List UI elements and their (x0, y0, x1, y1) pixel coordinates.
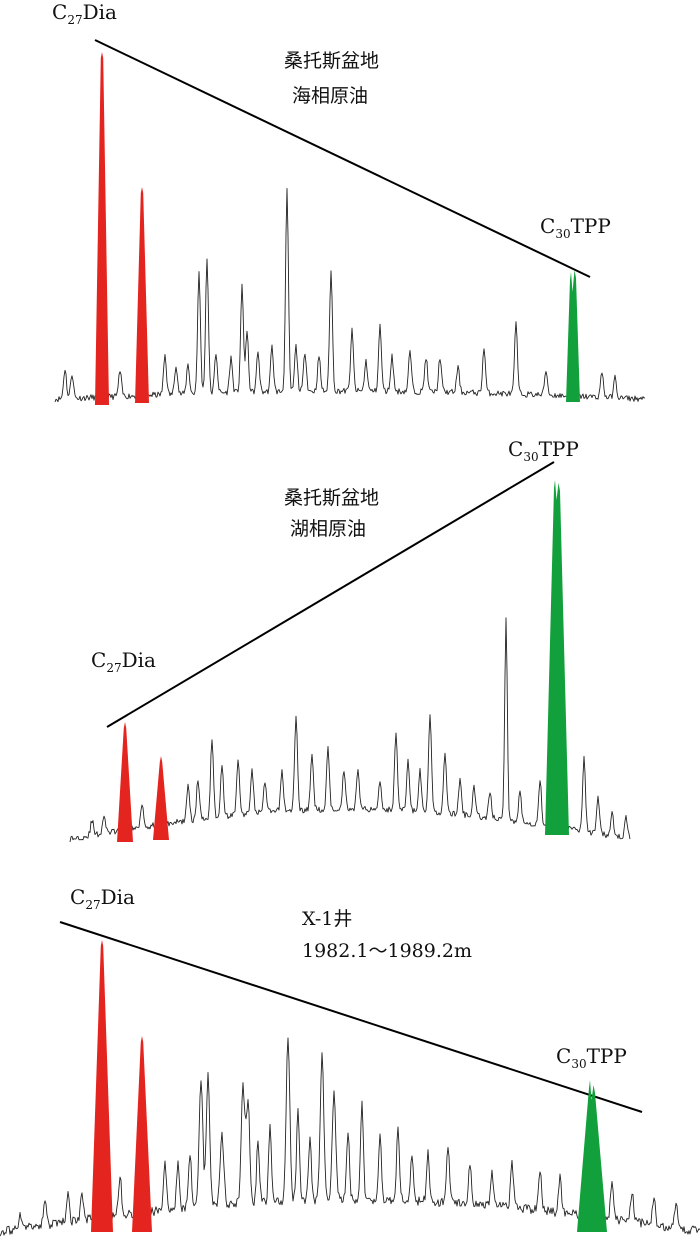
p3-dia-peak-1 (91, 940, 113, 1232)
p2-title-line2: 湖相原油 (290, 518, 366, 540)
panel-lacustrine-oil: C30TPP 桑托斯盆地 湖相原油 C27Dia (69, 437, 631, 843)
p3-tpp-label: C30TPP (556, 1044, 627, 1071)
p1-tpp-peak (566, 270, 580, 402)
p2-dia-peak-1 (117, 722, 133, 842)
p3-dia-peak-2 (132, 1036, 152, 1232)
p3-tpp-peak (577, 1080, 607, 1232)
p2-trend-line (106, 461, 555, 728)
p1-dia-peak-1 (95, 52, 109, 405)
p2-dia-peak-2 (153, 756, 169, 840)
p1-trace (54, 188, 646, 403)
p1-title-line2: 海相原油 (292, 85, 368, 107)
p1-tpp-label: C30TPP (540, 214, 611, 241)
p3-title-line2: 1982.1～1989.2m (302, 940, 472, 962)
p1-dia-label: C27Dia (52, 0, 117, 27)
p1-title-line1: 桑托斯盆地 (284, 50, 379, 72)
p2-title-line1: 桑托斯盆地 (284, 487, 379, 509)
p3-title-line1: X-1井 (302, 908, 352, 930)
p1-trend-line (94, 39, 591, 278)
p2-dia-label: C27Dia (91, 648, 156, 675)
p2-tpp-peak (545, 480, 569, 835)
p3-trend-line (59, 921, 643, 1113)
panel-marine-oil: C27Dia 桑托斯盆地 海相原油 C30TPP (52, 0, 646, 405)
panel-well-x1: C27Dia X-1井 1982.1～1989.2m C30TPP (0, 885, 700, 1237)
p2-tpp-label: C30TPP (508, 437, 579, 464)
p1-dia-peak-2 (135, 187, 149, 403)
p3-dia-label: C27Dia (70, 885, 135, 912)
